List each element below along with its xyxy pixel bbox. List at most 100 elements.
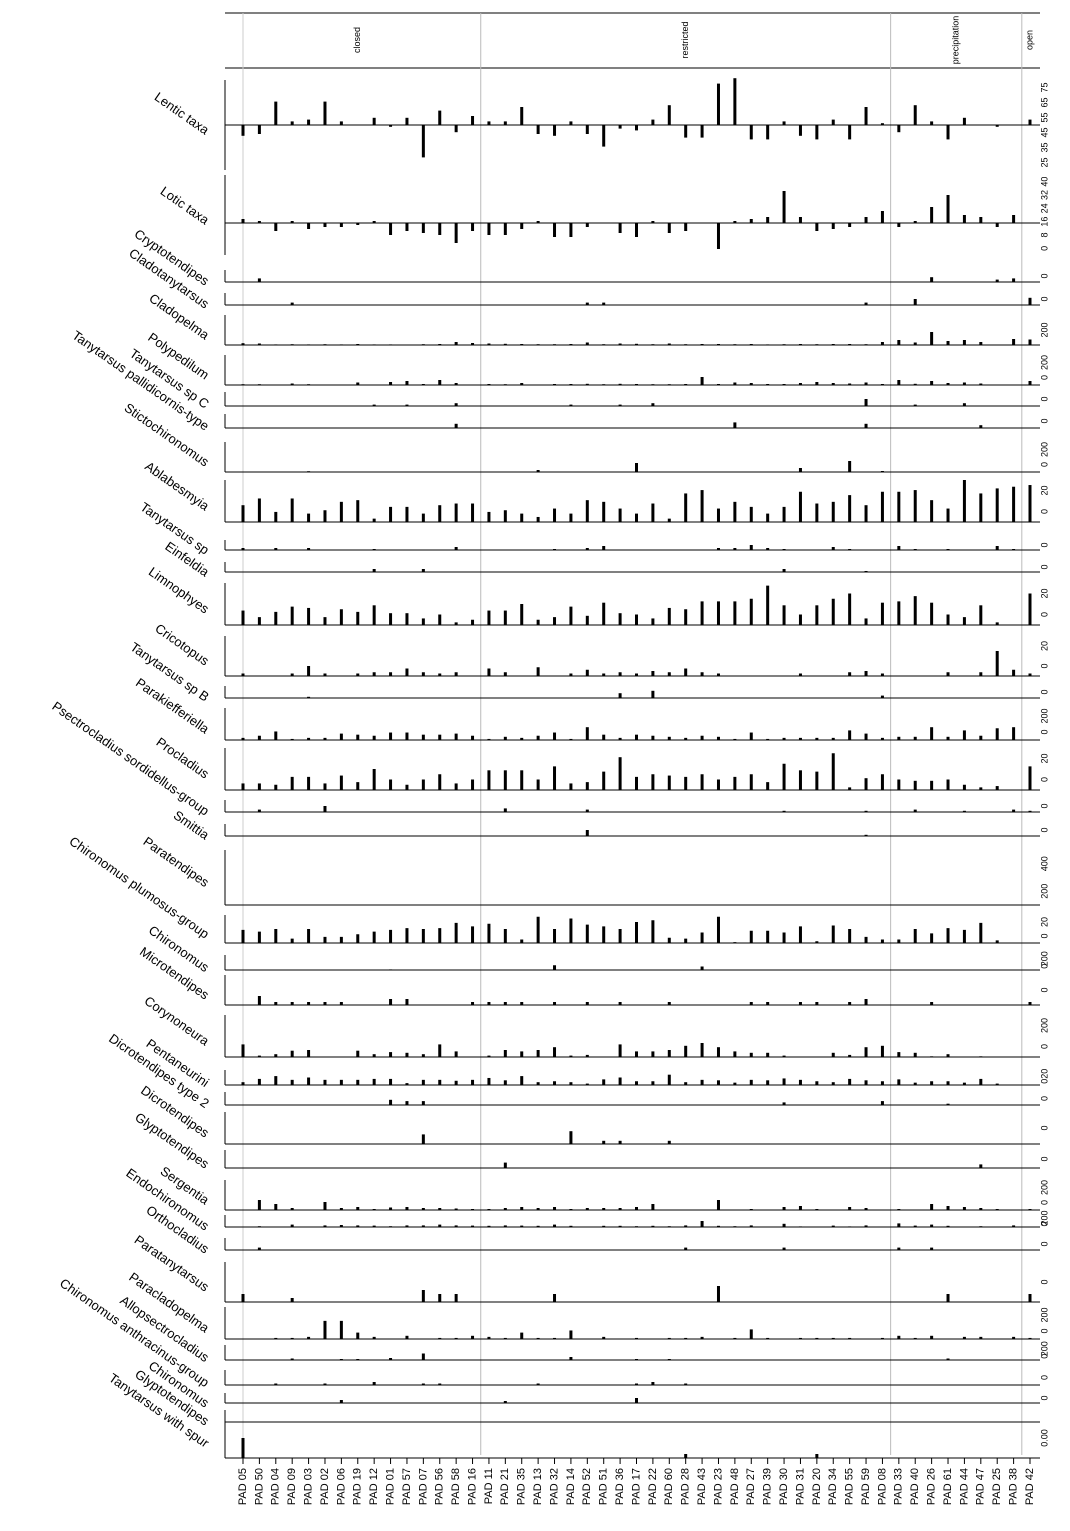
bar — [962, 403, 966, 406]
bar — [274, 223, 278, 231]
bar — [700, 377, 704, 385]
bar — [815, 737, 819, 740]
bar — [995, 279, 999, 282]
bar — [897, 1223, 901, 1227]
bar — [946, 736, 950, 740]
bar — [323, 101, 327, 125]
bar — [372, 1336, 376, 1339]
bar — [290, 344, 294, 345]
bar — [405, 1083, 409, 1085]
panel-tick-label: 40 — [1039, 177, 1049, 187]
bar — [405, 613, 409, 625]
site-label: PAD 07 — [417, 1468, 429, 1505]
bar — [864, 571, 868, 572]
bar — [487, 770, 491, 790]
bar — [257, 125, 261, 134]
bar — [635, 1226, 638, 1227]
bar — [815, 941, 819, 943]
bar — [979, 493, 983, 522]
bar — [389, 672, 393, 676]
taxon-label: Chironomus anthracinus-group — [57, 1275, 212, 1390]
site-label: PAD 61 — [942, 1468, 954, 1505]
site-label: PAD 13 — [532, 1468, 544, 1505]
panel-tick-label: 0 — [1039, 987, 1049, 992]
bar — [946, 1358, 950, 1360]
bar — [880, 673, 884, 676]
bar — [848, 1226, 852, 1227]
site-label: PAD 11 — [483, 1468, 495, 1504]
bar — [553, 1294, 557, 1302]
bar — [864, 423, 868, 428]
bar — [356, 1207, 360, 1210]
bar — [389, 506, 393, 522]
bar — [421, 1353, 425, 1360]
bar — [503, 1208, 507, 1210]
bar — [667, 672, 671, 676]
bar — [372, 549, 376, 550]
bar — [536, 1050, 540, 1057]
bar — [848, 1078, 852, 1085]
bar — [520, 107, 524, 125]
bar — [979, 342, 983, 345]
bar — [880, 737, 884, 740]
bar — [569, 1225, 573, 1227]
bar — [290, 302, 294, 305]
bar — [995, 786, 999, 790]
bar — [454, 622, 458, 625]
bar — [798, 491, 802, 522]
bar — [585, 727, 589, 740]
bar — [520, 737, 524, 740]
bar — [831, 344, 835, 345]
bar — [798, 468, 802, 472]
bar — [766, 738, 770, 740]
bar — [651, 1051, 655, 1057]
bar — [585, 1002, 589, 1005]
bar — [618, 1140, 622, 1144]
bar — [372, 769, 376, 790]
bar — [815, 1002, 819, 1005]
bar — [405, 784, 409, 790]
bar — [962, 929, 966, 943]
panel-tick-label: 0 — [1039, 1156, 1049, 1161]
bar — [700, 1336, 704, 1339]
bar — [241, 737, 245, 740]
bar — [307, 776, 311, 790]
bar — [389, 929, 393, 943]
bar — [962, 730, 966, 740]
bar — [930, 1247, 934, 1250]
bar — [979, 1164, 983, 1168]
bar — [602, 344, 606, 345]
bar — [749, 545, 753, 550]
bar — [749, 1079, 753, 1085]
bar — [946, 1225, 950, 1227]
bar — [536, 1225, 540, 1227]
bar — [536, 1208, 540, 1210]
bar — [1012, 339, 1016, 345]
bar — [782, 344, 786, 345]
site-label: PAD 59 — [860, 1468, 872, 1505]
panel-tick-label: 0 — [1039, 964, 1049, 969]
bar — [372, 1382, 376, 1385]
bar — [913, 809, 917, 812]
bar — [339, 936, 343, 943]
bar — [585, 223, 589, 227]
bar — [1028, 1209, 1032, 1210]
site-label: PAD 50 — [253, 1468, 265, 1505]
bar — [618, 1002, 622, 1005]
bar — [749, 1225, 753, 1227]
bar — [930, 381, 934, 385]
bar — [553, 384, 557, 385]
bar — [257, 384, 261, 385]
bar — [782, 763, 786, 790]
bar — [438, 1079, 442, 1085]
bar — [995, 223, 999, 227]
bar — [520, 1076, 524, 1085]
bar — [831, 383, 835, 385]
bar — [946, 341, 950, 345]
bar — [930, 1002, 934, 1005]
bar — [602, 501, 606, 522]
bar — [651, 119, 655, 125]
bar — [602, 125, 606, 147]
bar — [438, 1208, 442, 1210]
